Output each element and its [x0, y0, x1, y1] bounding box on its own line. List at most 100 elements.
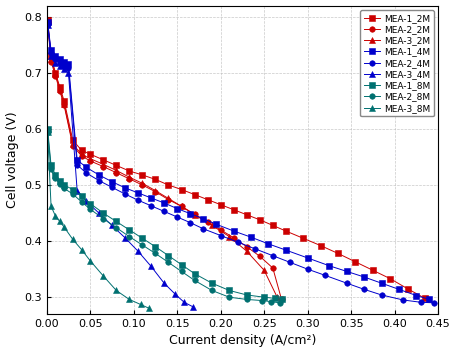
MEA-1_2M	[317, 244, 323, 248]
MEA-1_4M	[45, 20, 50, 24]
MEA-1_4M	[200, 216, 206, 221]
MEA-2_2M	[100, 164, 106, 169]
MEA-1_2M	[243, 213, 249, 217]
MEA-2_4M	[322, 273, 327, 277]
MEA-3_4M	[83, 199, 88, 203]
MEA-2_4M	[430, 301, 435, 305]
MEA-2_8M	[70, 192, 76, 196]
MEA-3_2M	[87, 156, 93, 161]
MEA-1_8M	[113, 219, 119, 223]
MEA-3_2M	[192, 213, 197, 217]
MEA-1_4M	[395, 287, 401, 292]
MEA-2_8M	[277, 301, 282, 305]
MEA-3_8M	[147, 306, 152, 311]
MEA-3_2M	[178, 204, 184, 209]
MEA-2_2M	[152, 190, 158, 194]
MEA-1_2M	[217, 203, 223, 207]
MEA-3_4M	[45, 23, 50, 27]
MEA-1_4M	[343, 269, 349, 274]
MEA-1_4M	[187, 211, 192, 216]
MEA-2_4M	[269, 253, 275, 258]
MEA-2_4M	[304, 267, 310, 271]
MEA-1_2M	[70, 138, 76, 142]
MEA-2_2M	[139, 183, 145, 187]
MEA-1_2M	[45, 17, 50, 22]
MEA-2_2M	[243, 245, 249, 249]
MEA-1_2M	[178, 187, 184, 192]
MEA-1_4M	[48, 48, 54, 53]
Line: MEA-2_8M: MEA-2_8M	[45, 129, 282, 306]
MEA-1_4M	[283, 248, 288, 252]
MEA-3_8M	[45, 130, 50, 134]
MEA-2_2M	[79, 154, 84, 158]
MEA-1_8M	[278, 297, 283, 301]
MEA-1_2M	[369, 268, 375, 273]
MEA-3_8M	[113, 288, 119, 293]
MEA-2_4M	[417, 300, 423, 304]
MEA-2_2M	[45, 20, 50, 24]
MEA-3_4M	[74, 189, 80, 193]
MEA-2_4M	[83, 170, 88, 175]
X-axis label: Current density (A/cm²): Current density (A/cm²)	[168, 334, 315, 347]
MEA-3_8M	[53, 214, 58, 218]
MEA-2_8M	[268, 300, 273, 304]
MEA-1_2M	[300, 236, 305, 240]
MEA-2_4M	[399, 298, 405, 302]
MEA-1_2M	[48, 54, 54, 58]
Legend: MEA-1_2M, MEA-2_2M, MEA-3_2M, MEA-1_4M, MEA-2_4M, MEA-3_4M, MEA-1_8M, MEA-2_8M, : MEA-1_2M, MEA-2_2M, MEA-3_2M, MEA-1_4M, …	[359, 10, 433, 116]
MEA-3_2M	[226, 234, 232, 239]
MEA-2_8M	[259, 298, 264, 303]
MEA-1_2M	[387, 277, 392, 281]
MEA-2_8M	[79, 200, 84, 204]
MEA-3_2M	[57, 86, 62, 91]
MEA-2_4M	[187, 221, 192, 225]
MEA-2_4M	[217, 233, 223, 238]
MEA-2_2M	[204, 220, 210, 224]
MEA-2_4M	[109, 185, 114, 190]
MEA-3_2M	[209, 223, 214, 228]
MEA-2_4M	[96, 178, 101, 183]
MEA-3_4M	[57, 64, 62, 68]
MEA-3_4M	[48, 54, 54, 58]
MEA-2_8M	[178, 269, 184, 274]
MEA-2_8M	[126, 234, 132, 239]
Line: MEA-3_2M: MEA-3_2M	[44, 18, 280, 301]
MEA-1_4M	[148, 196, 153, 200]
Line: MEA-3_4M: MEA-3_4M	[44, 22, 196, 310]
MEA-1_4M	[361, 275, 366, 279]
MEA-1_8M	[45, 127, 50, 131]
MEA-2_2M	[70, 144, 76, 148]
MEA-2_2M	[87, 159, 93, 163]
MEA-1_4M	[109, 180, 114, 184]
MEA-2_2M	[53, 73, 58, 78]
MEA-2_2M	[126, 177, 132, 181]
MEA-3_4M	[61, 67, 67, 72]
MEA-2_4M	[200, 227, 206, 231]
MEA-2_4M	[45, 22, 50, 26]
MEA-1_2M	[283, 229, 288, 233]
MEA-2_8M	[243, 297, 249, 301]
MEA-1_8M	[100, 211, 106, 215]
MEA-1_4M	[74, 158, 80, 162]
Line: MEA-1_8M: MEA-1_8M	[45, 126, 283, 302]
MEA-2_4M	[378, 293, 384, 297]
MEA-3_2M	[165, 196, 171, 201]
Line: MEA-1_2M: MEA-1_2M	[45, 17, 427, 301]
MEA-2_8M	[165, 260, 171, 264]
MEA-2_2M	[61, 103, 67, 108]
MEA-3_8M	[57, 219, 62, 223]
MEA-1_8M	[178, 263, 184, 267]
MEA-1_2M	[352, 260, 357, 264]
MEA-3_8M	[126, 297, 132, 301]
MEA-3_4M	[172, 292, 178, 297]
MEA-1_4M	[304, 256, 310, 260]
MEA-3_4M	[148, 264, 153, 269]
MEA-1_8M	[87, 202, 93, 206]
MEA-1_2M	[269, 223, 275, 228]
MEA-2_4M	[235, 240, 240, 244]
MEA-2_2M	[269, 266, 275, 270]
Line: MEA-1_4M: MEA-1_4M	[45, 20, 431, 302]
MEA-3_4M	[135, 249, 141, 253]
MEA-3_2M	[70, 142, 76, 146]
MEA-3_2M	[274, 295, 279, 299]
